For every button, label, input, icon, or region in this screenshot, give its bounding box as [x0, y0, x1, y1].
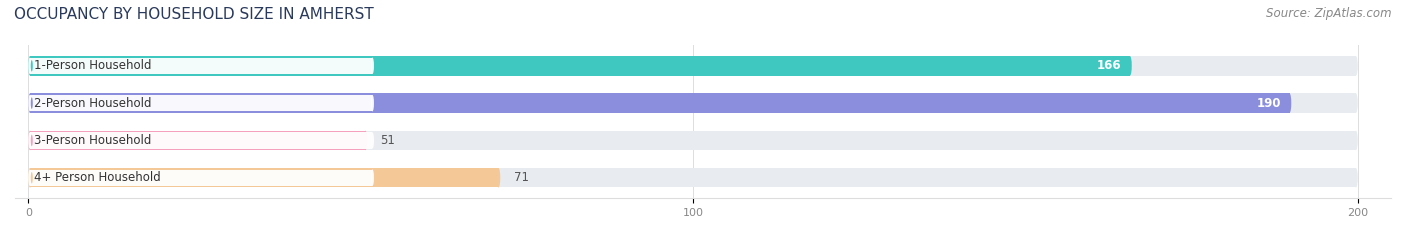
Text: OCCUPANCY BY HOUSEHOLD SIZE IN AMHERST: OCCUPANCY BY HOUSEHOLD SIZE IN AMHERST [14, 7, 374, 22]
Circle shape [1288, 93, 1291, 113]
Circle shape [31, 172, 32, 184]
Text: 190: 190 [1257, 97, 1281, 110]
Circle shape [28, 93, 32, 113]
Circle shape [28, 168, 32, 188]
Circle shape [364, 131, 367, 150]
Text: 4+ Person Household: 4+ Person Household [34, 171, 160, 184]
Circle shape [31, 60, 32, 72]
Text: 1-Person Household: 1-Person Household [34, 59, 150, 72]
Circle shape [1354, 168, 1358, 188]
Bar [30, 56, 1130, 75]
Bar [30, 168, 499, 188]
Circle shape [28, 93, 32, 113]
Circle shape [1354, 131, 1358, 150]
Circle shape [28, 95, 31, 111]
Circle shape [371, 95, 374, 111]
Circle shape [28, 131, 32, 150]
Circle shape [28, 56, 32, 75]
Bar [30, 170, 373, 186]
Circle shape [371, 132, 374, 149]
Circle shape [28, 131, 32, 150]
Circle shape [31, 135, 32, 146]
Bar [30, 95, 373, 111]
Text: 2-Person Household: 2-Person Household [34, 97, 150, 110]
Circle shape [371, 170, 374, 186]
Circle shape [31, 97, 32, 109]
Text: 71: 71 [513, 171, 529, 184]
Circle shape [28, 170, 31, 186]
Circle shape [28, 168, 32, 188]
Bar [30, 131, 366, 150]
Circle shape [28, 132, 31, 149]
Circle shape [28, 56, 32, 75]
Circle shape [1354, 56, 1358, 75]
Bar [30, 56, 1355, 75]
Circle shape [28, 58, 31, 74]
Text: 166: 166 [1097, 59, 1122, 72]
Circle shape [1354, 93, 1358, 113]
Text: Source: ZipAtlas.com: Source: ZipAtlas.com [1267, 7, 1392, 20]
Bar [30, 131, 1355, 150]
Bar [30, 132, 373, 149]
Circle shape [371, 58, 374, 74]
Circle shape [1128, 56, 1132, 75]
Text: 3-Person Household: 3-Person Household [34, 134, 150, 147]
Bar [30, 93, 1355, 113]
Text: 51: 51 [381, 134, 395, 147]
Bar [30, 168, 1355, 188]
Bar [30, 58, 373, 74]
Circle shape [496, 168, 501, 188]
Bar [30, 93, 1289, 113]
